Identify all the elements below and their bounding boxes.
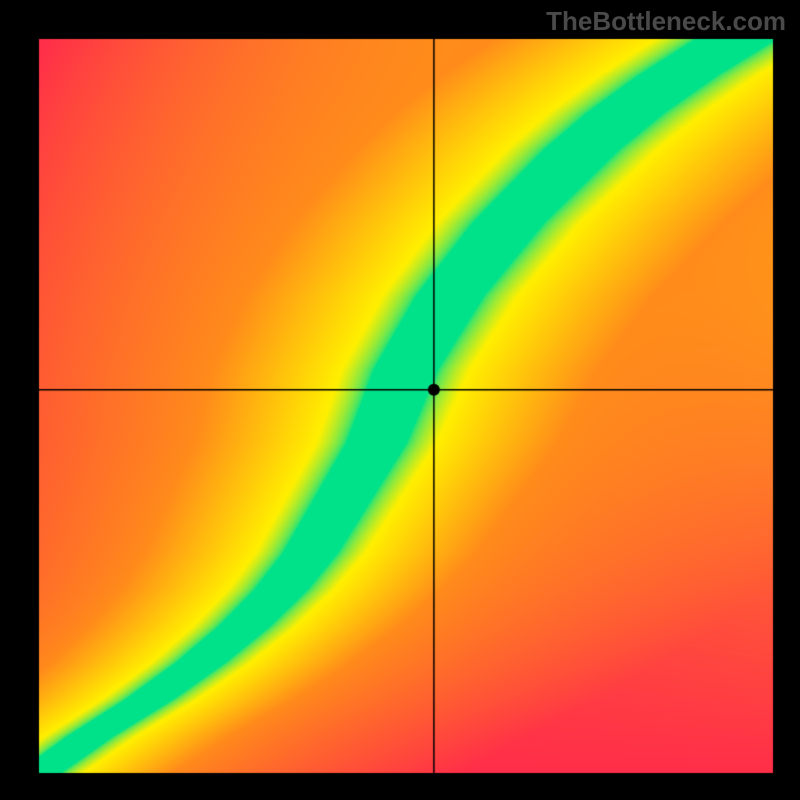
bottleneck-heatmap-chart <box>0 0 800 800</box>
watermark-label: TheBottleneck.com <box>546 6 786 37</box>
